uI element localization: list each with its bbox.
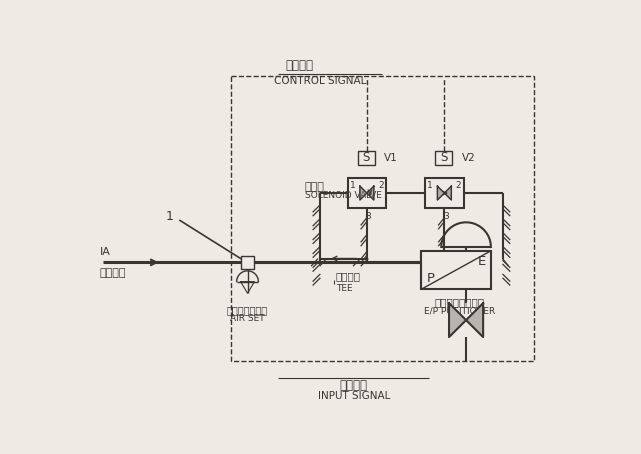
Text: 电磁阀: 电磁阀 — [305, 182, 325, 192]
Text: 电－气阀门定位器: 电－气阀门定位器 — [435, 297, 485, 307]
Text: 2: 2 — [378, 181, 384, 190]
Polygon shape — [444, 186, 451, 200]
Text: 2: 2 — [456, 181, 462, 190]
Text: V2: V2 — [462, 153, 475, 163]
Text: 1: 1 — [350, 181, 356, 190]
Text: SOLENOID VALVE: SOLENOID VALVE — [305, 191, 382, 200]
Bar — [358, 151, 374, 165]
Text: 1: 1 — [165, 210, 173, 222]
Bar — [347, 178, 387, 208]
Polygon shape — [466, 303, 483, 337]
Polygon shape — [360, 186, 367, 200]
Text: S: S — [362, 151, 370, 164]
Text: V1: V1 — [384, 153, 397, 163]
Text: 仪表气源: 仪表气源 — [99, 268, 126, 278]
Text: 3: 3 — [365, 212, 371, 221]
Bar — [435, 151, 452, 165]
Text: 空气过滤减压器: 空气过滤减压器 — [227, 305, 268, 315]
Text: E: E — [478, 255, 486, 268]
Text: IA: IA — [99, 247, 110, 257]
Polygon shape — [449, 303, 466, 337]
Text: 控制信号: 控制信号 — [285, 59, 313, 72]
Text: E/P POSITIONER: E/P POSITIONER — [424, 306, 495, 315]
Text: CONTROL SIGNAL: CONTROL SIGNAL — [274, 76, 367, 86]
Polygon shape — [367, 186, 374, 200]
Text: 3: 3 — [443, 212, 449, 221]
Text: INPUT SIGNAL: INPUT SIGNAL — [317, 390, 390, 400]
Bar — [425, 178, 463, 208]
Text: 1: 1 — [428, 181, 433, 190]
Bar — [241, 256, 254, 268]
Text: 三通接头: 三通接头 — [336, 271, 361, 281]
Text: 输入信号: 输入信号 — [340, 379, 368, 392]
Bar — [421, 251, 491, 289]
Text: AIR SET: AIR SET — [230, 314, 265, 323]
Text: P: P — [426, 272, 435, 285]
Polygon shape — [437, 186, 444, 200]
Text: S: S — [440, 151, 447, 164]
Text: TEE: TEE — [336, 284, 353, 293]
Bar — [231, 76, 533, 361]
